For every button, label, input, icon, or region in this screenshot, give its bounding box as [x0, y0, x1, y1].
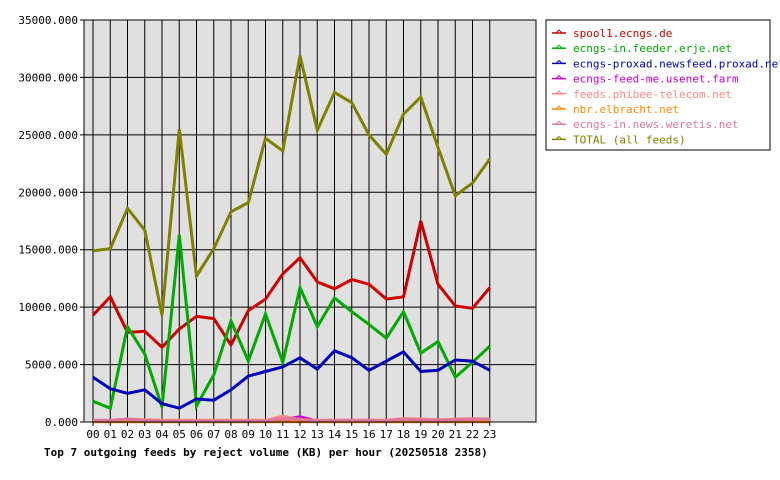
- legend-item: ecngs-feed-me.usenet.farm: [552, 73, 739, 86]
- x-tick-label: 01: [104, 428, 117, 441]
- x-tick-label: 23: [483, 428, 496, 441]
- x-tick-label: 10: [259, 428, 272, 441]
- y-axis: 0.000 5000.000 10000.000 15000.000 20000.000…: [18, 14, 84, 429]
- legend-label: feeds.phibee-telecom.net: [573, 88, 732, 101]
- legend-marker: [555, 44, 563, 49]
- x-tick-label: 05: [173, 428, 186, 441]
- legend-label: spool1.ecngs.de: [573, 27, 672, 40]
- x-tick-label: 08: [224, 428, 237, 441]
- legend-item: feeds.phibee-telecom.net: [552, 88, 732, 101]
- x-tick-label: 12: [293, 428, 306, 441]
- x-tick-label: 07: [207, 428, 220, 441]
- y-tick-label: 10000.000: [18, 301, 78, 314]
- legend-item: ecngs-proxad.newsfeed.proxad.net: [552, 57, 780, 70]
- x-tick-label: 21: [449, 428, 462, 441]
- legend-item: TOTAL (all feeds): [552, 133, 686, 146]
- plot-area: [84, 20, 536, 422]
- y-tick-label: 15000.000: [18, 244, 78, 257]
- plot-frame: [83, 19, 537, 423]
- series-line-6: [93, 417, 490, 423]
- y-tick-label: 35000.000: [18, 14, 78, 27]
- legend-item: ecngs-in.news.weretis.net: [552, 118, 739, 131]
- legend-marker: [555, 59, 563, 64]
- series-line-7: [92, 55, 492, 316]
- y-tick-label: 0.000: [45, 416, 78, 429]
- x-tick-label: 00: [86, 428, 99, 441]
- series-line-0: [91, 220, 491, 350]
- legend-item: ecngs-in.feeder.erje.net: [552, 42, 732, 55]
- y-tick-label: 30000.000: [18, 71, 78, 84]
- x-tick-label: 14: [328, 428, 342, 441]
- legend: spool1.ecngs.de ecngs-in.feeder.erje.net e…: [545, 19, 780, 151]
- x-tick-label: 03: [138, 428, 151, 441]
- legend-item: nbr.elbracht.net: [552, 103, 679, 116]
- x-tick-label: 04: [155, 428, 169, 441]
- x-tick-label: 15: [345, 428, 358, 441]
- x-tick-label: 16: [362, 428, 375, 441]
- y-tick-label: 5000.000: [25, 359, 78, 372]
- legend-marker: [555, 120, 563, 125]
- legend-marker: [555, 105, 563, 110]
- legend-label: ecngs-in.news.weretis.net: [573, 118, 739, 131]
- x-axis: 00 01 02 03 04 05 06 07 08 09 10 11 12 13 14 15 16 17 18 19…: [86, 422, 496, 441]
- legend-marker: [555, 135, 563, 140]
- x-tick-label: 20: [431, 428, 444, 441]
- legend-label: TOTAL (all feeds): [573, 133, 686, 146]
- series-line-1: [92, 234, 491, 411]
- grid-lines: [84, 19, 536, 423]
- legend-label: ecngs-in.feeder.erje.net: [573, 42, 732, 55]
- x-tick-label: 17: [380, 428, 393, 441]
- legend-label: ecngs-feed-me.usenet.farm: [573, 73, 739, 86]
- x-tick-label: 19: [414, 428, 427, 441]
- y-tick-label: 20000.000: [18, 186, 78, 199]
- x-tick-label: 09: [242, 428, 255, 441]
- legend-item: spool1.ecngs.de: [552, 27, 672, 40]
- x-tick-label: 02: [121, 428, 134, 441]
- chart-title: Top 7 outgoing feeds by reject volume (K…: [44, 446, 488, 459]
- x-tick-label: 22: [466, 428, 479, 441]
- legend-marker: [555, 74, 563, 79]
- y-tick-label: 25000.000: [18, 129, 78, 142]
- legend-marker: [555, 29, 563, 34]
- legend-marker: [555, 90, 563, 95]
- x-tick-label: 11: [276, 428, 289, 441]
- legend-box: [545, 19, 771, 151]
- x-tick-label: 06: [190, 428, 203, 441]
- x-tick-label: 13: [311, 428, 324, 441]
- legend-label: ecngs-proxad.newsfeed.proxad.net: [573, 57, 780, 70]
- x-tick-label: 18: [397, 428, 410, 441]
- series-line-2: [92, 349, 491, 410]
- legend-label: nbr.elbracht.net: [573, 103, 679, 116]
